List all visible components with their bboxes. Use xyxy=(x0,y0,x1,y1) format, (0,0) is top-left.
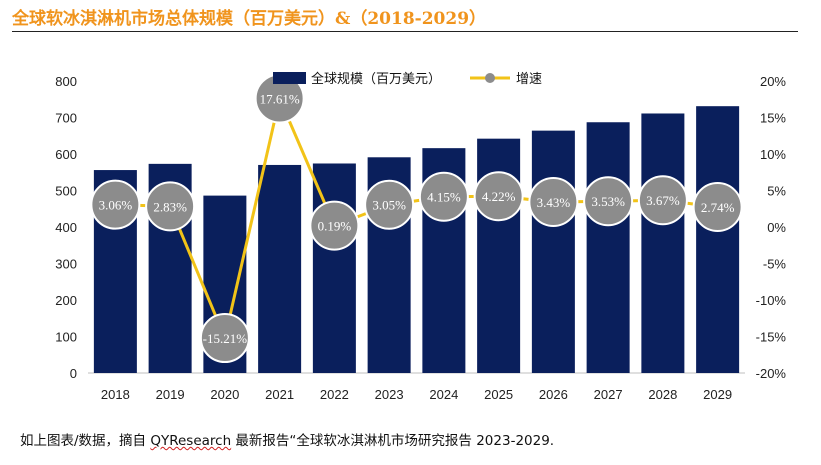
x-tick-label: 2023 xyxy=(375,387,404,402)
legend-line-label: 增速 xyxy=(516,71,542,86)
growth-data-label: 4.22% xyxy=(482,189,516,204)
x-tick-label: 2028 xyxy=(648,387,677,402)
chart-title: 全球软冰淇淋机市场总体规模（百万美元）&（2018-2029） xyxy=(12,9,487,29)
bar xyxy=(641,113,685,374)
growth-marker xyxy=(309,200,360,251)
y-right-tick-label: 15% xyxy=(760,111,786,126)
growth-marker xyxy=(637,175,688,226)
growth-marker xyxy=(199,313,250,364)
growth-data-label: 4.15% xyxy=(427,190,461,205)
growth-marker xyxy=(583,176,634,227)
x-tick-label: 2020 xyxy=(210,387,239,402)
growth-data-label: -15.21% xyxy=(203,331,248,346)
y-right-tick-label: 10% xyxy=(760,147,786,162)
y-right-tick-label: -15% xyxy=(756,330,787,345)
title-divider xyxy=(12,31,798,32)
x-tick-label: 2018 xyxy=(101,387,130,402)
y-left-tick-label: 100 xyxy=(55,330,77,345)
growth-marker xyxy=(528,176,579,227)
x-tick-label: 2021 xyxy=(265,387,294,402)
bar xyxy=(258,164,302,373)
bar xyxy=(531,130,575,373)
growth-data-label: 3.43% xyxy=(537,195,571,210)
legend: 全球规模（百万美元） 增速 xyxy=(273,71,542,86)
x-tick-label: 2022 xyxy=(320,387,349,402)
combo-chart: 0 100 200 300 400 500 600 700 800 -20% -15% -10% -5%… xyxy=(55,71,786,402)
source-caption: 如上图表/数据，摘自 QYResearch 最新报告“全球软冰淇淋机市场研究报告… xyxy=(20,429,554,449)
growth-data-label: 3.67% xyxy=(646,193,680,208)
x-tick-label: 2026 xyxy=(539,387,568,402)
y-left-tick-label: 400 xyxy=(55,220,77,235)
legend-line-marker xyxy=(485,73,495,83)
x-tick-label: 2025 xyxy=(484,387,513,402)
y-right-tick-label: 0% xyxy=(767,220,786,235)
growth-marker xyxy=(145,181,196,232)
y-right-tick-label: -5% xyxy=(763,257,787,272)
y-left-tick-label: 200 xyxy=(55,293,77,308)
legend-bar-swatch xyxy=(273,72,306,84)
growth-labels-layer: 3.06% 2.83% -15.21% 17.61% 0.19% 3.05% 4.15% 4.… xyxy=(90,73,743,364)
y-left-tick-label: 0 xyxy=(70,366,77,381)
y-left-tick-label: 600 xyxy=(55,147,77,162)
y-left-tick-label: 700 xyxy=(55,111,77,126)
growth-data-label: 0.19% xyxy=(318,219,352,234)
x-tick-label: 2019 xyxy=(156,387,185,402)
caption-suffix: 最新报告“全球软冰淇淋机市场研究报告 2023-2029. xyxy=(231,433,555,449)
y-right-tick-label: 5% xyxy=(767,184,786,199)
y-left-tick-label: 500 xyxy=(55,184,77,199)
growth-data-label: 3.05% xyxy=(372,198,406,213)
growth-marker xyxy=(364,179,415,230)
growth-data-label: 3.53% xyxy=(591,194,625,209)
growth-data-label: 3.06% xyxy=(99,198,133,213)
bar xyxy=(312,163,356,373)
bar xyxy=(696,106,740,373)
bar xyxy=(586,122,630,374)
x-tick-label: 2029 xyxy=(703,387,732,402)
x-tick-label: 2027 xyxy=(594,387,623,402)
growth-data-label: 2.83% xyxy=(153,199,187,214)
growth-marker xyxy=(473,171,524,222)
caption-brand: QYResearch xyxy=(150,433,232,449)
growth-data-label: 17.61% xyxy=(260,91,300,106)
axes-layer: 0 100 200 300 400 500 600 700 800 -20% -15% -10% -5%… xyxy=(55,74,786,402)
y-left-tick-label: 800 xyxy=(55,74,77,89)
bars-layer xyxy=(93,106,740,374)
y-right-tick-label: -10% xyxy=(756,293,787,308)
growth-marker xyxy=(90,179,141,230)
growth-marker xyxy=(692,181,743,232)
y-left-tick-label: 300 xyxy=(55,257,77,272)
caption-prefix: 如上图表/数据，摘自 xyxy=(20,433,151,449)
y-right-tick-label: -20% xyxy=(756,366,787,381)
y-right-tick-label: 20% xyxy=(760,74,786,89)
growth-marker xyxy=(418,171,469,222)
legend-bar-label: 全球规模（百万美元） xyxy=(311,71,441,86)
growth-data-label: 2.74% xyxy=(701,200,735,215)
x-tick-label: 2024 xyxy=(429,387,458,402)
